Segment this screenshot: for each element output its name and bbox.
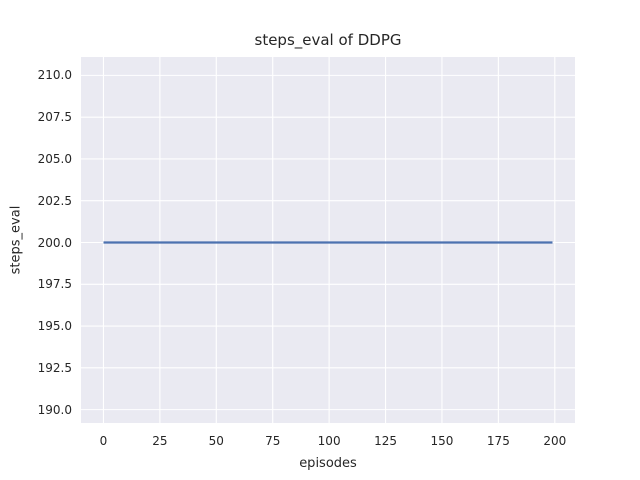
y-tick-label: 195.0	[37, 319, 72, 334]
y-tick-label: 197.5	[37, 277, 72, 292]
y-tick-label: 205.0	[37, 151, 72, 166]
x-tick-label: 100	[317, 434, 341, 448]
y-tick-label: 202.5	[37, 193, 72, 208]
x-tick-label: 75	[265, 434, 281, 448]
x-tick-label: 200	[543, 434, 567, 448]
chart-canvas	[81, 57, 575, 423]
x-tick-label: 0	[99, 434, 108, 448]
y-tick-label: 192.5	[37, 360, 72, 375]
x-tick-label: 25	[152, 434, 168, 448]
y-tick-label: 190.0	[37, 402, 72, 417]
chart-title: steps_eval of DDPG	[254, 31, 402, 49]
x-tick-label: 125	[374, 434, 397, 448]
x-tick-label: 150	[430, 434, 454, 448]
x-tick-label: 175	[486, 434, 510, 448]
y-tick-label: 210.0	[37, 68, 72, 83]
y-tick-label: 200.0	[37, 235, 72, 250]
y-tick-label: 207.5	[37, 110, 72, 125]
x-tick-label: 50	[208, 434, 224, 448]
plot-area	[81, 57, 575, 423]
x-axis-label: episodes	[299, 456, 357, 471]
